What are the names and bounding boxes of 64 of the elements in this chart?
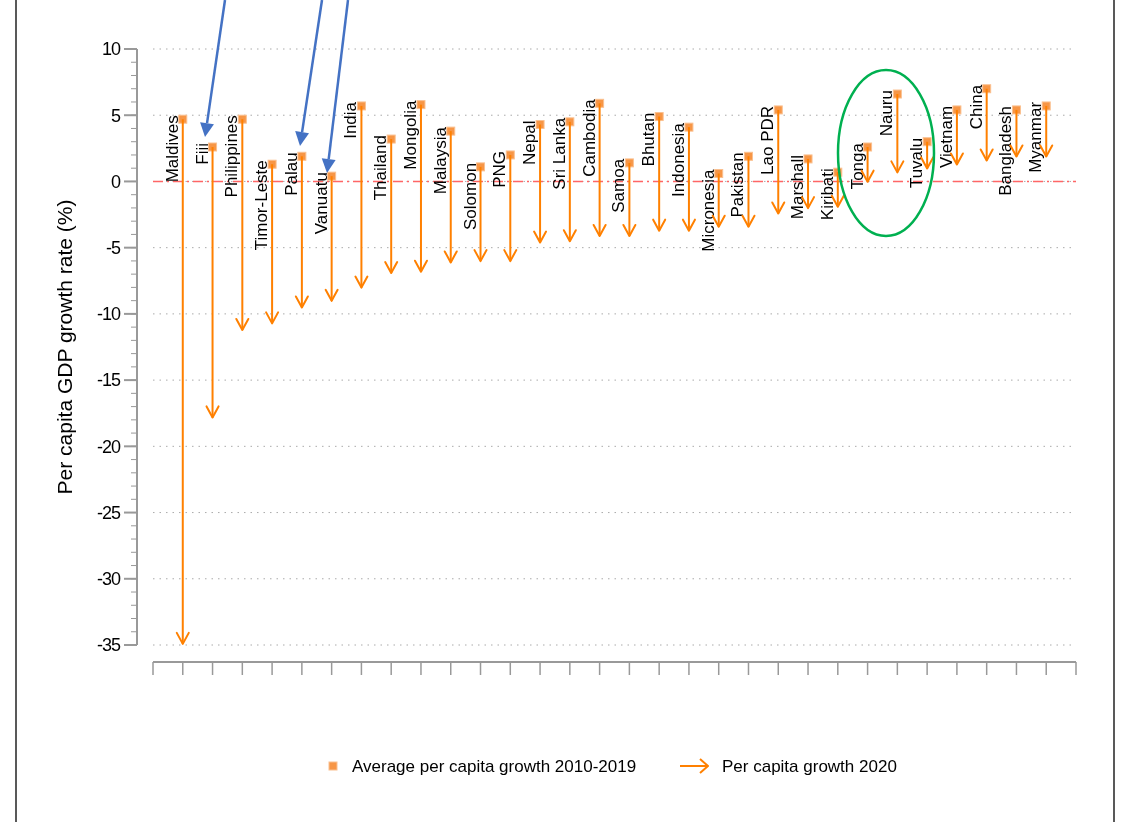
x-tick-label: Maldives	[162, 115, 182, 183]
x-tick-label: Tonga	[847, 142, 867, 190]
x-tick-label: Palau	[281, 152, 301, 196]
x-tick-label: Bhutan	[639, 112, 659, 167]
point	[562, 229, 577, 243]
x-tick-label: Malaysia	[430, 126, 450, 195]
point	[235, 317, 250, 331]
point	[681, 218, 696, 232]
point	[652, 218, 667, 232]
x-tick-label: Lao PDR	[758, 105, 778, 175]
x-tick-label: Pakistan	[728, 152, 748, 218]
x-tick-label: Samoa	[609, 158, 629, 213]
y-tick-label: 5	[110, 105, 121, 126]
y-tick-label: -5	[105, 237, 121, 258]
x-tick-label: Marshall	[788, 154, 808, 220]
legend-label: Average per capita growth 2010-2019	[352, 757, 637, 776]
point	[533, 230, 548, 244]
point	[265, 311, 280, 325]
x-tick-label: China	[966, 84, 986, 130]
x-tick-label: Nauru	[877, 90, 897, 137]
point	[354, 275, 369, 289]
y-tick-label: -30	[96, 569, 121, 590]
x-tick-label: Cambodia	[579, 98, 599, 177]
x-tick-label: Thailand	[371, 135, 391, 201]
x-tick-label: Kiribati	[817, 168, 837, 221]
point	[175, 631, 190, 645]
x-tick-label: Bangladesh	[996, 105, 1016, 196]
point	[205, 405, 220, 419]
x-tick-label: Solomon	[460, 162, 480, 230]
y-tick-label: -35	[96, 635, 121, 656]
legend-label: Per capita growth 2020	[722, 757, 897, 776]
y-tick-label: 10	[101, 39, 121, 60]
y-tick-label: -15	[96, 370, 121, 391]
x-tick-label: Nepal	[520, 120, 540, 165]
x-tick-label: Sri Lanka	[549, 117, 569, 190]
point	[384, 261, 399, 275]
x-tick-label: Vanuatu	[311, 172, 331, 235]
point	[979, 148, 994, 162]
point	[443, 250, 458, 264]
point	[622, 223, 637, 237]
y-tick-label: -25	[96, 502, 121, 523]
point	[890, 160, 905, 174]
x-tick-label: Myanmar	[1026, 101, 1046, 173]
y-tick-label: -20	[96, 436, 121, 457]
point	[473, 249, 488, 263]
point	[741, 214, 756, 228]
x-tick-label: PNG	[490, 150, 510, 188]
x-tick-label: India	[341, 101, 361, 139]
x-tick-label: Tuvalu	[907, 137, 927, 189]
x-tick-label: Timor-Leste	[252, 160, 272, 251]
point	[592, 223, 607, 237]
point	[294, 295, 309, 309]
point	[771, 201, 786, 215]
x-tick-label: Indonesia	[668, 122, 688, 197]
y-axis-title: Per capita GDP growth rate (%)	[53, 199, 76, 495]
x-tick-label: Micronesia	[698, 168, 718, 252]
y-tick-label: 0	[110, 171, 121, 192]
y-tick-label: -10	[96, 304, 121, 325]
point	[413, 259, 428, 273]
x-tick-label: Vietnam	[936, 105, 956, 168]
x-tick-label: Mongolia	[400, 100, 420, 170]
point	[324, 288, 339, 302]
x-tick-label: Philippines	[222, 115, 242, 198]
point	[503, 249, 518, 263]
